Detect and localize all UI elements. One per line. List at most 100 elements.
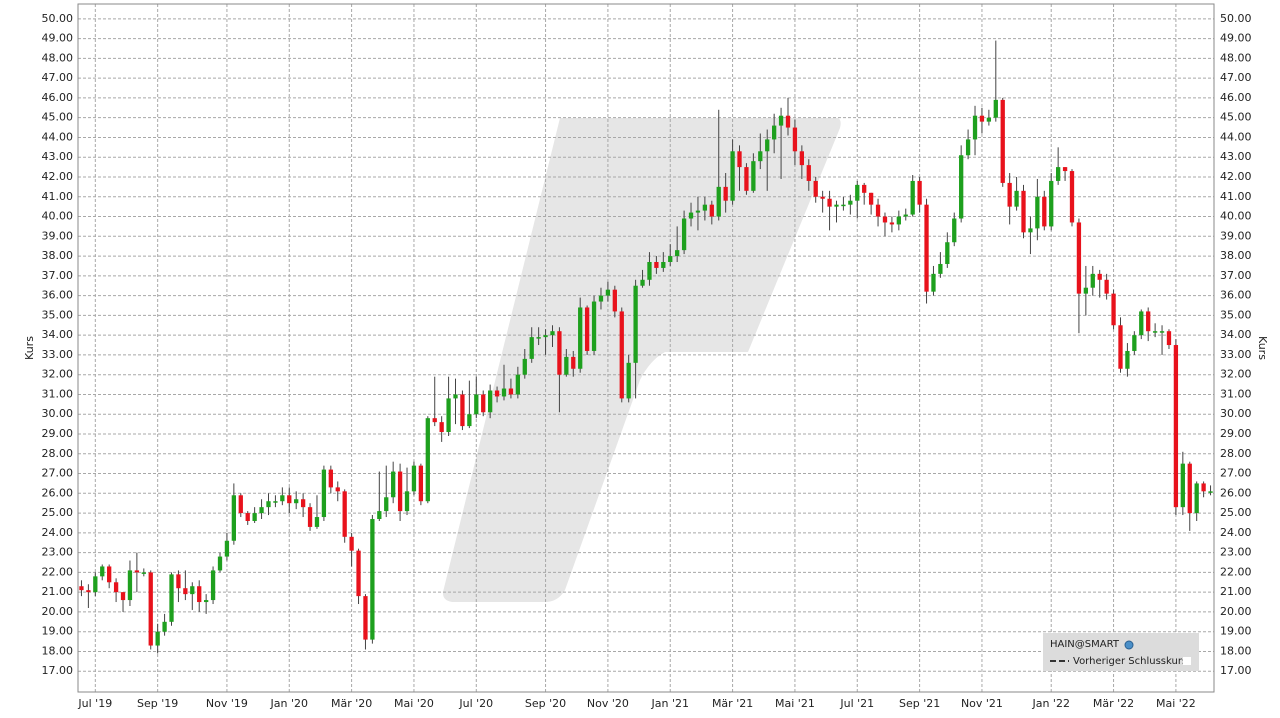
y-axis-label: Kurs [23,336,36,360]
y-tick-label: 17.00 [42,664,74,677]
y2-tick-label: 27.00 [1220,467,1252,480]
y2-tick-label: 23.00 [1220,546,1252,559]
y2-tick-label: 19.00 [1220,625,1252,638]
candle-body [1173,345,1179,508]
candle-body [557,331,562,375]
candle-body [1055,167,1061,181]
candle-body [695,210,701,213]
y2-axis-label: Kurs [1256,336,1269,360]
y2-tick-label: 42.00 [1220,170,1252,183]
x-tick-label: Sep '19 [137,697,178,710]
y-tick-label: 37.00 [42,269,74,282]
watermark [443,118,841,602]
candle-body [771,125,777,140]
candle-body [862,184,867,193]
candle-body [1208,491,1213,493]
candle-body [183,588,188,595]
candle-body [411,465,417,492]
candle-body [1097,273,1102,280]
candle-body [155,631,160,646]
y-tick-label: 42.00 [42,170,74,183]
candle-body [1028,228,1033,233]
plot-frame [77,3,1215,693]
candle-body [280,495,285,502]
x-tick-label: Nov '19 [206,697,248,710]
candle-body [931,273,936,292]
candle-body [709,204,714,217]
candle-body [238,495,243,514]
candle-body [993,99,998,118]
candle-body [162,621,167,632]
candle-body [294,499,299,504]
legend: HAIN@SMART Vorheriger Schlusskurs [1043,633,1199,671]
candle-body [501,388,507,397]
y-tick-label: 46.00 [42,91,74,104]
candle-body [820,196,825,199]
y-tick-label: 28.00 [42,447,74,460]
candle-body [397,471,403,512]
candle-body [938,263,943,274]
x-tick-label: Jan '20 [270,697,308,710]
candle-body [100,566,105,577]
candle-body [889,222,895,225]
candle-body [79,586,84,591]
candle-body [1062,167,1068,172]
candle-body [508,388,514,395]
y-tick-label: 38.00 [42,249,74,262]
candle-body [952,218,957,243]
candle-body [910,180,915,215]
candle-body [1118,325,1123,369]
candle-body [799,151,805,166]
y-tick-label: 34.00 [42,328,74,341]
y-tick-label: 18.00 [42,644,74,657]
candle-body [370,519,375,640]
candle-body [176,574,181,589]
y2-tick-label: 37.00 [1220,269,1252,282]
candle-body [1132,335,1137,351]
y-tick-label: 24.00 [42,526,74,539]
candle-body [1007,182,1012,207]
candle-body [986,117,992,122]
y2-tick-label: 39.00 [1220,229,1252,242]
candle-body [363,596,368,640]
candle-body [107,566,112,583]
candle-body [945,242,950,264]
candle-body [1180,463,1185,508]
candle-body [328,469,333,488]
candle-body [598,295,604,302]
candle-body [716,186,721,217]
y2-tick-label: 20.00 [1220,605,1252,618]
candle-body [148,572,153,646]
candle-body [882,216,888,223]
candle-body [432,418,437,423]
x-tick-label: Jul '19 [77,697,112,710]
candle-body [224,540,230,557]
legend-label: Vorheriger Schlusskurs [1073,656,1187,667]
candle-body [841,204,846,207]
candle-body [1035,196,1040,229]
candle-body [425,418,430,502]
x-tick-label: Jul '20 [458,697,493,710]
candle-body [571,356,576,369]
candle-body [1111,293,1116,326]
y-tick-label: 39.00 [42,229,74,242]
candle-body [536,337,541,339]
y-tick-label: 32.00 [42,368,74,381]
candle-body [979,115,985,122]
candle-body [481,394,486,413]
y2-tick-label: 40.00 [1220,210,1252,223]
candle-body [584,307,590,351]
y2-tick-label: 46.00 [1220,91,1252,104]
candle-body [917,180,922,205]
x-tick-label: Nov '20 [587,697,629,710]
y2-tick-label: 32.00 [1220,368,1252,381]
candle-body [868,192,874,205]
y-tick-label: 22.00 [42,565,74,578]
candle-body [300,499,306,508]
candle-body [1042,196,1047,227]
candle-body [1146,311,1151,332]
y-tick-label: 26.00 [42,486,74,499]
candle-body [1201,483,1206,492]
x-tick-label: Mai '22 [1156,697,1196,710]
candle-body [564,356,569,375]
